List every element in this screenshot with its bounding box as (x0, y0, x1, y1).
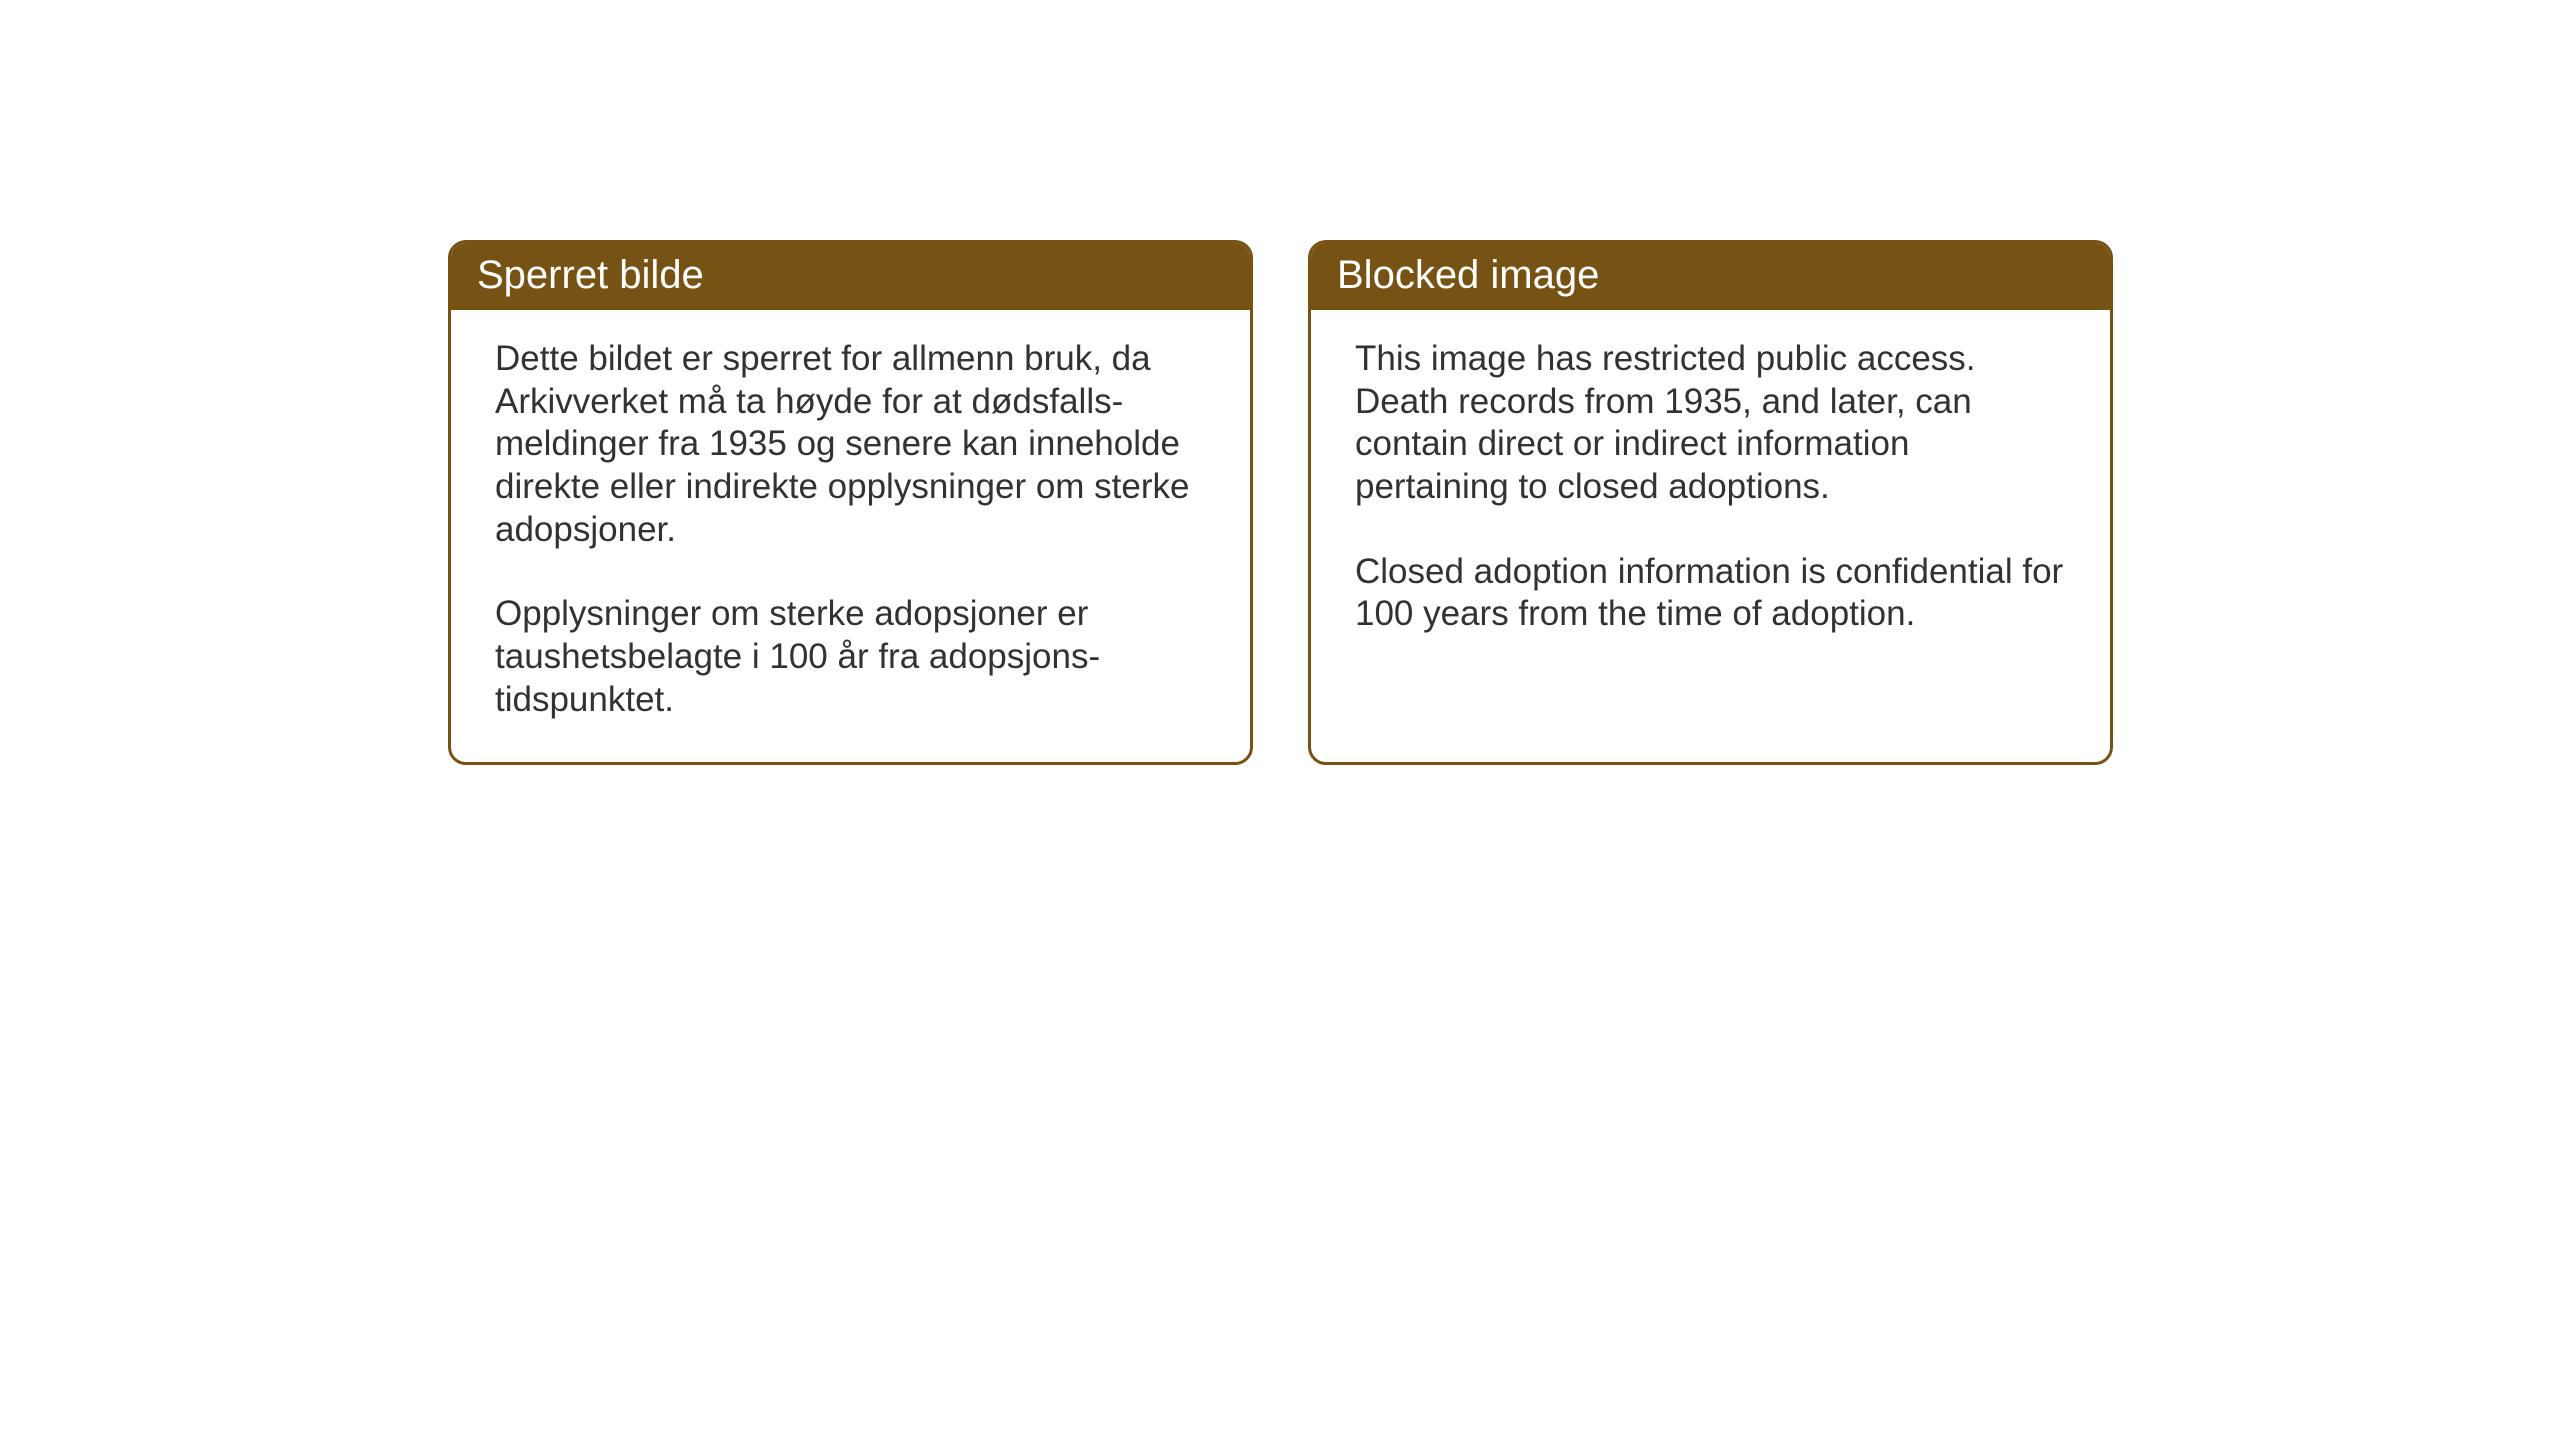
notice-paragraph: Opplysninger om sterke adopsjoner er tau… (495, 593, 1206, 721)
notice-body-norwegian: Dette bildet er sperret for allmenn bruk… (451, 310, 1250, 762)
notice-paragraph: Closed adoption information is confident… (1355, 551, 2066, 636)
notice-title: Sperret bilde (477, 253, 704, 297)
notice-paragraph: This image has restricted public access.… (1355, 338, 2066, 509)
notice-header-english: Blocked image (1311, 243, 2110, 310)
notice-card-norwegian: Sperret bilde Dette bildet er sperret fo… (448, 240, 1253, 765)
notice-card-english: Blocked image This image has restricted … (1308, 240, 2113, 765)
notice-container: Sperret bilde Dette bildet er sperret fo… (448, 240, 2113, 765)
notice-body-english: This image has restricted public access.… (1311, 310, 2110, 750)
notice-title: Blocked image (1337, 253, 1599, 297)
notice-paragraph: Dette bildet er sperret for allmenn bruk… (495, 338, 1206, 551)
notice-header-norwegian: Sperret bilde (451, 243, 1250, 310)
